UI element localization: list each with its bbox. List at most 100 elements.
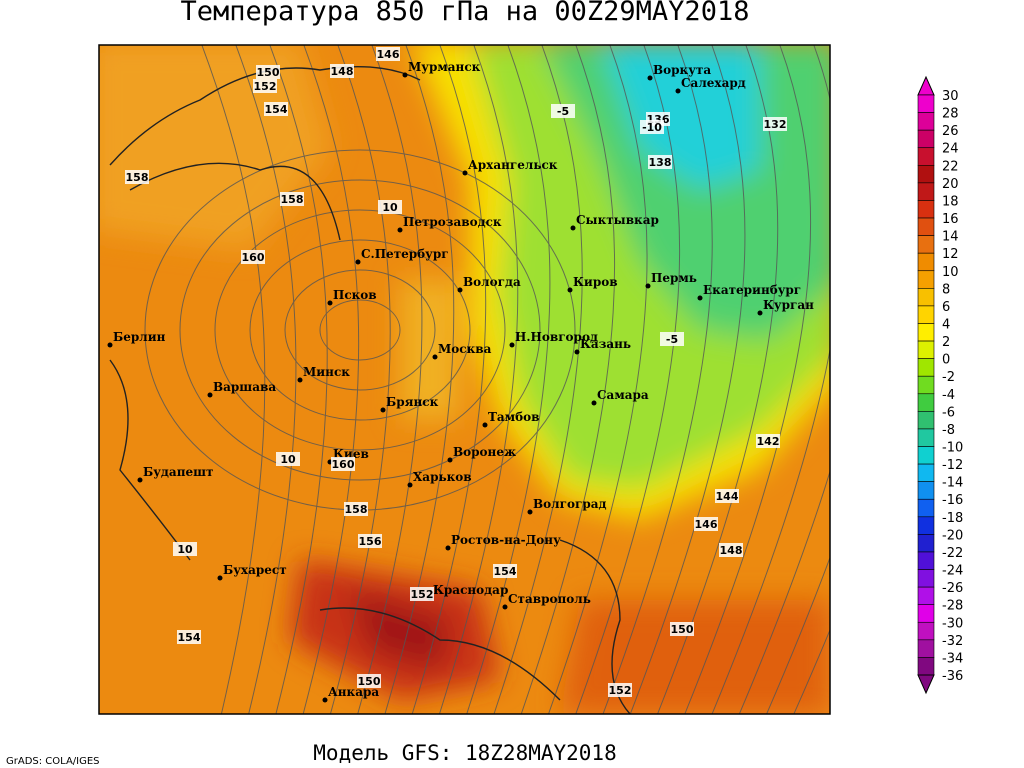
city-label: Харьков xyxy=(413,470,472,484)
colorbar-segment xyxy=(917,446,935,465)
colorbar-end xyxy=(917,75,935,96)
contour-label-bg xyxy=(358,534,382,548)
contour-label: 158 xyxy=(281,193,304,206)
city-label: Бухарест xyxy=(223,563,287,577)
city-dot xyxy=(482,422,488,428)
colorbar-label: -36 xyxy=(942,669,963,684)
contour-label: 138 xyxy=(649,156,672,169)
contour-label: 144 xyxy=(716,490,739,503)
contour-label-bg xyxy=(608,683,632,697)
isoline xyxy=(384,45,455,714)
colorbar-segment xyxy=(917,182,935,201)
city-dot xyxy=(462,170,468,176)
isoline xyxy=(284,269,436,391)
city-dot xyxy=(645,283,651,289)
city-dot xyxy=(397,227,403,233)
city-label: С.Петербург xyxy=(361,247,449,261)
isoline xyxy=(411,45,487,714)
isoline xyxy=(357,45,423,714)
city-dot xyxy=(297,377,303,383)
colorbar-label: 14 xyxy=(942,230,959,245)
isoline xyxy=(201,45,266,714)
city-dot xyxy=(570,225,576,231)
city-label: Воркута xyxy=(653,63,711,77)
colorbar-label: 8 xyxy=(942,282,950,297)
isoline xyxy=(684,45,812,714)
colorbar-label: -20 xyxy=(942,528,963,543)
colorbar-segment xyxy=(917,375,935,395)
contour-label-bg xyxy=(493,564,517,578)
isoline xyxy=(249,239,471,421)
colorbar-label: 6 xyxy=(942,300,950,315)
contour-label-bg xyxy=(648,155,672,169)
isoline xyxy=(302,45,360,714)
colorbar-label: 18 xyxy=(942,194,959,209)
isoline xyxy=(214,209,506,451)
colorbar-segment xyxy=(917,498,935,518)
isoline xyxy=(438,45,519,714)
colorbar-segment xyxy=(917,147,935,166)
colorbar-segment xyxy=(917,534,935,553)
colorbar-label: 28 xyxy=(942,107,959,122)
colorbar-segment xyxy=(917,411,935,430)
city-label: Брянск xyxy=(386,395,439,409)
map xyxy=(99,45,830,714)
city-label: Берлин xyxy=(113,330,166,344)
colorbar-label: -28 xyxy=(942,599,963,614)
colorbar-segment xyxy=(917,165,935,184)
city-label: Анкара xyxy=(328,685,379,699)
isoline xyxy=(466,45,551,714)
city-label: Волгоград xyxy=(533,497,606,511)
contour-label: -5 xyxy=(666,333,678,346)
city-label: Архангельск xyxy=(468,158,558,172)
isoline xyxy=(629,45,746,714)
colorbar-end xyxy=(917,674,935,695)
colorbar-segment xyxy=(917,94,935,113)
city-label: Варшава xyxy=(213,380,276,394)
city-dot xyxy=(502,604,508,610)
contour-label: 158 xyxy=(126,171,149,184)
isoline xyxy=(766,556,830,714)
colorbar-segment xyxy=(917,112,935,131)
city-label: Краснодар xyxy=(433,583,508,597)
colorbar-label: 22 xyxy=(942,159,959,174)
city-dot xyxy=(697,295,703,301)
city-dot xyxy=(327,300,333,306)
city-label: Сыктывкар xyxy=(576,213,659,227)
city-dot xyxy=(591,400,597,406)
contour-label-bg xyxy=(694,517,718,531)
city-label: Москва xyxy=(438,342,492,356)
city-dot xyxy=(107,342,113,348)
colorbar-segment xyxy=(917,393,935,412)
contour-label: 10 xyxy=(280,453,296,466)
colorbar-segment xyxy=(917,428,935,447)
city-label: Ростов-на-Дону xyxy=(451,533,561,547)
colorbar-label: 0 xyxy=(942,353,950,368)
city-dot xyxy=(217,575,223,581)
contour-label: 10 xyxy=(382,201,398,214)
footer: Модель GFS: 18Z28MAY2018 xyxy=(313,741,616,765)
contour-label-bg xyxy=(264,102,288,116)
city-dot xyxy=(509,342,515,348)
contour-label: 148 xyxy=(720,544,743,557)
colorbar-segment xyxy=(917,129,935,149)
colorbar-label: -32 xyxy=(942,634,963,649)
contour-label: 146 xyxy=(695,518,718,531)
city-dot xyxy=(407,482,413,488)
colorbar-label: -30 xyxy=(942,616,963,631)
contour-label-bg xyxy=(763,117,787,131)
colorbar-label: 24 xyxy=(942,142,959,157)
city-dot xyxy=(574,349,580,355)
contour-label-bg xyxy=(344,502,368,516)
city-label: Будапешт xyxy=(143,465,213,479)
colorbar-label: -4 xyxy=(942,388,955,403)
colorbar-label: -24 xyxy=(942,564,963,579)
colorbar-segment xyxy=(917,340,935,359)
contour-label-bg xyxy=(125,170,149,184)
city-dot xyxy=(675,88,681,94)
contour-label: 154 xyxy=(494,565,517,578)
city-label: Н.Новгород xyxy=(515,330,598,344)
isoline xyxy=(329,45,391,714)
city-label: Воронеж xyxy=(453,445,516,459)
colorbar-label: -22 xyxy=(942,546,963,561)
